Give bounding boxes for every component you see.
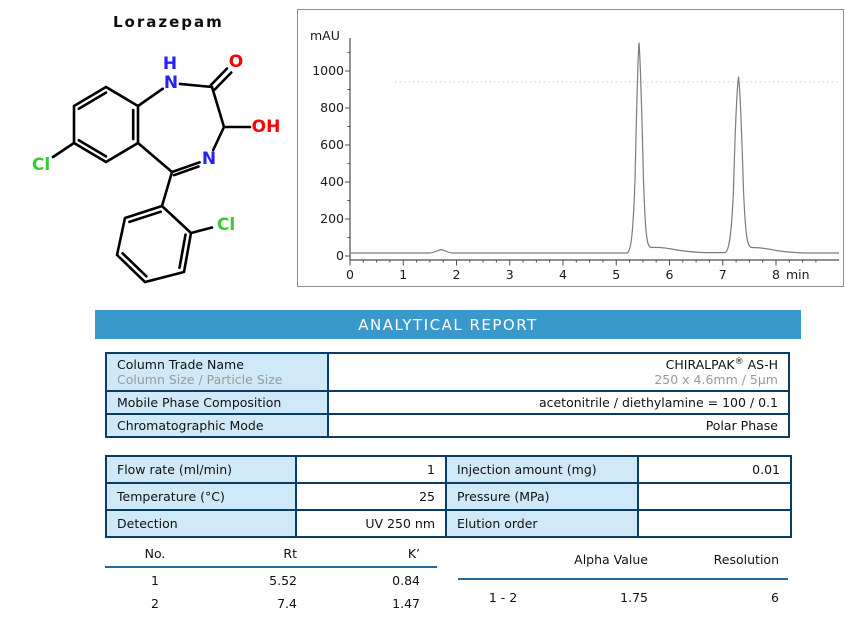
table-row: 2 7.4 1.47 xyxy=(105,591,437,614)
table-row: Mobile Phase Composition acetonitrile / … xyxy=(105,390,790,415)
svg-text:2: 2 xyxy=(453,267,461,282)
table-row: Column Trade Name Column Size / Particle… xyxy=(105,352,790,392)
chlorine1-label: Cl xyxy=(32,155,50,175)
svg-text:0: 0 xyxy=(346,267,354,282)
svg-text:1000: 1000 xyxy=(312,63,344,78)
y-tick-labels: 1000 800 600 400 200 0 xyxy=(312,63,344,263)
peak-kprime: 1.47 xyxy=(392,596,420,611)
column-size-label: Column Size / Particle Size xyxy=(117,372,283,387)
peak-no: 2 xyxy=(151,596,159,611)
y-axis-ticks xyxy=(345,52,350,257)
results-section: No. Rt K’ 1 5.52 0.84 2 7.4 1.47 Alpha V… xyxy=(105,543,790,614)
chemical-structure-drawing: H N O OH N Cl Cl xyxy=(32,52,281,284)
injection-amount-value: 0.01 xyxy=(637,455,792,484)
svg-text:0: 0 xyxy=(336,248,344,263)
svg-text:800: 800 xyxy=(320,100,344,115)
svg-text:1: 1 xyxy=(399,267,407,282)
detection-label: Detection xyxy=(105,509,297,538)
table-row: Temperature (°C) 25 Pressure (MPa) xyxy=(105,482,792,511)
column-trade-name-label: Column Trade Name xyxy=(117,357,244,372)
temperature-value: 25 xyxy=(295,482,447,511)
x-tick-labels: 0 1 2 3 4 5 6 7 8 xyxy=(346,267,780,282)
svg-text:5: 5 xyxy=(612,267,620,282)
report-banner-title: ANALYTICAL REPORT xyxy=(358,315,538,334)
no-header: No. xyxy=(105,543,205,568)
hydroxyl-label: OH xyxy=(252,117,281,137)
flow-rate-value: 1 xyxy=(295,455,447,484)
table-row: 1 - 2 1.75 6 xyxy=(458,579,788,615)
y-axis-unit-label: mAU xyxy=(310,28,340,43)
peak-kprime: 0.84 xyxy=(392,573,420,588)
svg-text:7: 7 xyxy=(719,267,727,282)
mobile-phase-label: Mobile Phase Composition xyxy=(105,390,329,415)
carbonyl-o-label: O xyxy=(229,52,243,72)
n4-atom-label: N xyxy=(202,149,216,169)
svg-text:4: 4 xyxy=(559,267,567,282)
chromatogram-plot: mAU 1000 800 600 400 200 0 0 1 2 3 4 5 6… xyxy=(310,28,839,282)
bond-lines xyxy=(51,67,252,284)
x-axis-ticks xyxy=(349,260,817,266)
rt-header: Rt xyxy=(205,543,320,568)
svg-text:400: 400 xyxy=(320,174,344,189)
kprime-header: K’ xyxy=(320,543,437,568)
table-row: Detection UV 250 nm Elution order xyxy=(105,509,792,538)
resolution-header: Resolution xyxy=(648,543,788,580)
peak-no: 1 xyxy=(151,573,159,588)
axes xyxy=(349,38,839,261)
peak-pair: 1 - 2 xyxy=(488,590,518,606)
compound-title: Lorazepam xyxy=(113,13,224,31)
elution-order-label: Elution order xyxy=(445,509,639,538)
conditions-table: Flow rate (ml/min) 1 Injection amount (m… xyxy=(105,455,792,538)
results-header-row: No. Rt K’ xyxy=(105,543,437,568)
pressure-label: Pressure (MPa) xyxy=(445,482,639,511)
chromatographic-mode-value: Polar Phase xyxy=(327,413,790,438)
chromatogram-panel: mAU 1000 800 600 400 200 0 0 1 2 3 4 5 6… xyxy=(297,9,844,287)
table-row: Flow rate (ml/min) 1 Injection amount (m… xyxy=(105,455,792,484)
registered-trademark-icon: ® xyxy=(734,356,744,367)
results-header-row: Alpha Value Resolution xyxy=(458,543,788,580)
flow-rate-label: Flow rate (ml/min) xyxy=(105,455,297,484)
results-table-left: No. Rt K’ 1 5.52 0.84 2 7.4 1.47 xyxy=(105,543,437,614)
chromatogram-trace xyxy=(350,42,839,254)
table-row: Chromatographic Mode Polar Phase xyxy=(105,413,790,438)
elution-order-value xyxy=(637,509,792,538)
detection-value: UV 250 nm xyxy=(295,509,447,538)
svg-text:200: 200 xyxy=(320,211,344,226)
injection-amount-label: Injection amount (mg) xyxy=(445,455,639,484)
chromatographic-mode-label: Chromatographic Mode xyxy=(105,413,329,438)
column-info-table: Column Trade Name Column Size / Particle… xyxy=(105,352,790,438)
alpha-value: 1.75 xyxy=(620,590,648,606)
n1-atom-label: N xyxy=(164,73,178,93)
mobile-phase-value: acetonitrile / diethylamine = 100 / 0.1 xyxy=(327,390,790,415)
resolution-value: 6 xyxy=(771,590,779,606)
alpha-header: Alpha Value xyxy=(548,543,648,580)
pressure-value xyxy=(637,482,792,511)
results-table-right: Alpha Value Resolution 1 - 2 1.75 6 xyxy=(458,543,788,614)
peak-rt: 5.52 xyxy=(269,573,297,588)
amine-h-label: H xyxy=(163,54,177,74)
svg-text:600: 600 xyxy=(320,137,344,152)
column-trade-name-value: CHIRALPAK® AS-H xyxy=(665,356,778,372)
column-size-value: 250 x 4.6mm / 5µm xyxy=(654,372,778,387)
report-banner: ANALYTICAL REPORT xyxy=(95,310,801,339)
temperature-label: Temperature (°C) xyxy=(105,482,297,511)
svg-text:6: 6 xyxy=(666,267,674,282)
x-axis-unit-label: min xyxy=(786,267,810,282)
pair-header xyxy=(458,543,548,580)
table-row: 1 5.52 0.84 xyxy=(105,567,437,591)
chlorine2-label: Cl xyxy=(217,215,235,235)
svg-text:8: 8 xyxy=(772,267,780,282)
svg-text:3: 3 xyxy=(506,267,514,282)
peak-rt: 7.4 xyxy=(277,596,297,611)
